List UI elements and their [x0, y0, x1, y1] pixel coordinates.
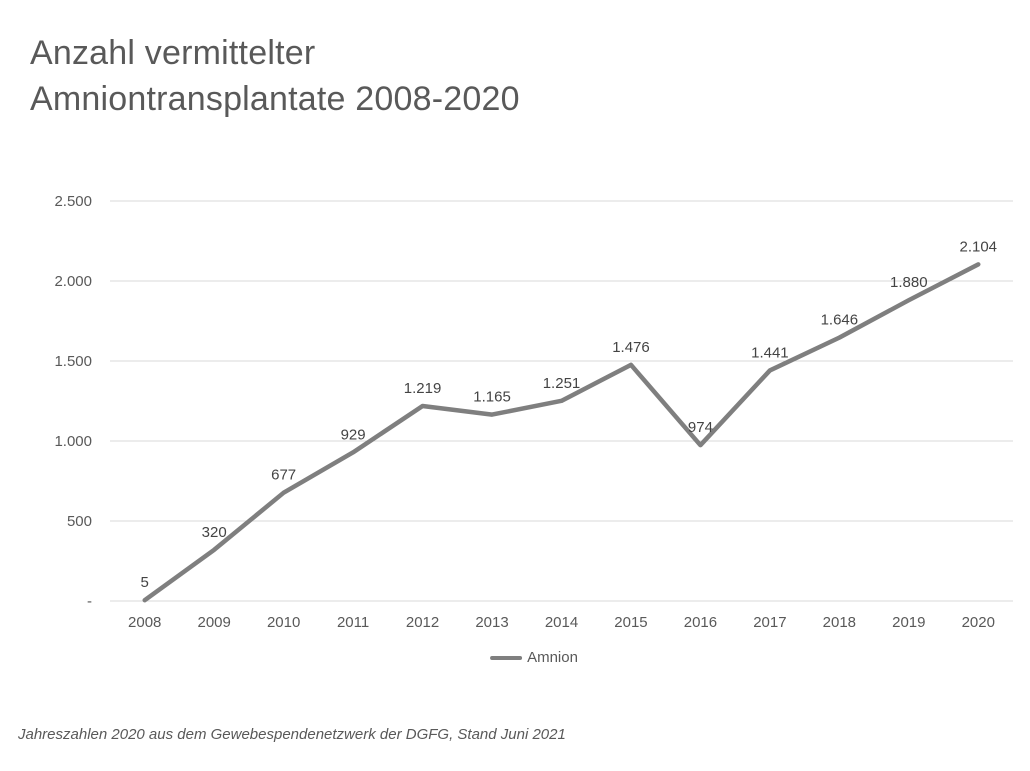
x-axis-tick-label: 2020: [962, 614, 995, 631]
data-label: 1.251: [543, 375, 581, 392]
x-axis-tick-label: 2013: [475, 614, 508, 631]
x-axis-tick-label: 2011: [337, 614, 369, 631]
y-axis-tick-label: -: [87, 593, 92, 610]
data-label: 1.165: [473, 389, 511, 406]
x-axis-tick-label: 2008: [128, 614, 161, 631]
x-axis-tick-label: 2009: [198, 614, 231, 631]
x-axis-tick-label: 2010: [267, 614, 300, 631]
data-label: 320: [202, 524, 227, 541]
amnion-series-line: [142, 262, 981, 603]
data-label: 1.219: [404, 380, 442, 397]
line-series-marker-icon: [490, 655, 523, 660]
x-axis-tick-label: 2017: [753, 614, 786, 631]
data-label: 974: [688, 419, 713, 436]
x-axis-tick-label: 2012: [406, 614, 439, 631]
x-axis-tick-label: 2019: [892, 614, 925, 631]
x-axis-tick-label: 2016: [684, 614, 717, 631]
data-label: 2.104: [959, 238, 997, 255]
data-label: 1.441: [751, 344, 789, 361]
data-label: 1.476: [612, 339, 650, 356]
y-axis-tick-label: 500: [67, 513, 92, 530]
data-label: 1.646: [821, 312, 859, 329]
legend-series-label: Amnion: [527, 649, 578, 666]
legend: Amnion: [490, 649, 578, 666]
y-axis-tick-label: 1.000: [54, 433, 92, 450]
chart-title: Anzahl vermittelter Amniontransplantate …: [30, 34, 520, 118]
x-axis-tick-label: 2018: [823, 614, 856, 631]
x-axis-tick-label: 2015: [614, 614, 647, 631]
data-label: 5: [141, 574, 149, 591]
data-label: 677: [271, 467, 296, 484]
y-axis-tick-label: 2.000: [54, 273, 92, 290]
y-axis-tick-label: 1.500: [54, 353, 92, 370]
y-axis-tick-label: 2.500: [54, 193, 92, 210]
x-axis-tick-label: 2014: [545, 614, 578, 631]
data-label: 929: [341, 426, 366, 443]
data-label: 1.880: [890, 274, 928, 291]
source-note: Jahreszahlen 2020 aus dem Gewebespendene…: [18, 726, 566, 743]
